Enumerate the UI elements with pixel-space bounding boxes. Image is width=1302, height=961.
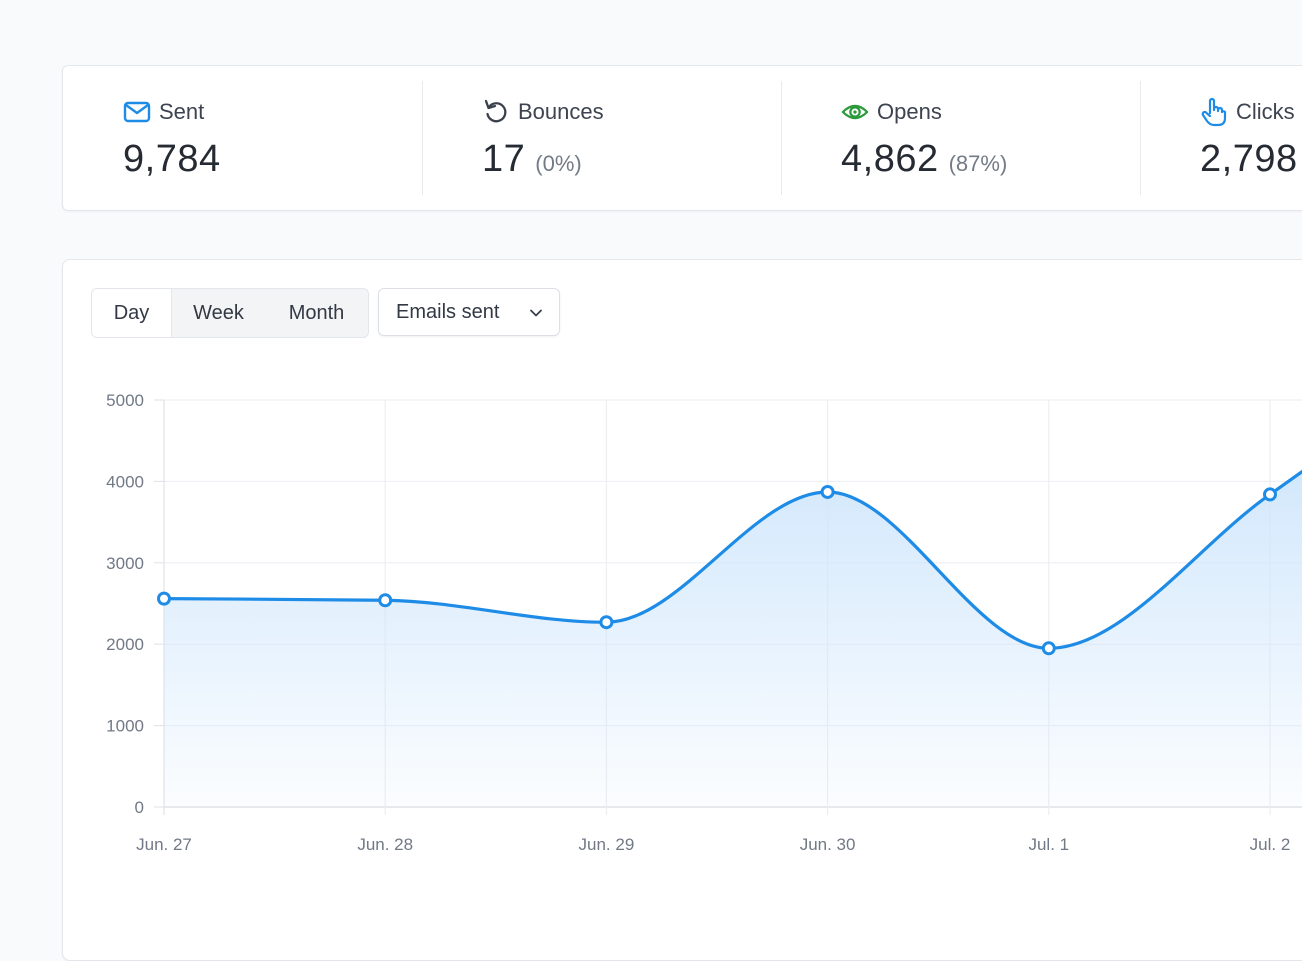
stat-label: Sent	[159, 99, 205, 124]
data-point	[1263, 487, 1277, 502]
stat-value: 2,798	[1200, 138, 1298, 180]
stat-clicks: Clicks 2,798	[1140, 66, 1302, 210]
stat-percentage: (0%)	[535, 151, 582, 176]
pointer-hand-icon	[1200, 97, 1228, 127]
y-tick-label: 0	[135, 798, 144, 817]
stat-opens: Opens 4,862 (87%)	[781, 66, 1140, 210]
stat-label: Bounces	[518, 99, 604, 124]
data-point	[378, 593, 393, 608]
tab-week[interactable]: Week	[193, 301, 244, 324]
stat-percentage: (87%)	[948, 151, 1008, 176]
y-tick-label: 5000	[106, 391, 144, 410]
stat-label: Opens	[877, 99, 942, 124]
x-tick-label: Jul. 1	[1028, 835, 1069, 854]
y-tick-label: 4000	[106, 472, 144, 491]
chevron-down-icon	[530, 309, 542, 317]
stat-value: 9,784	[123, 138, 221, 180]
data-point	[599, 615, 614, 630]
x-tick-label: Jun. 27	[136, 835, 192, 854]
x-tick-label: Jun. 29	[579, 835, 635, 854]
stat-sent: Sent 9,784	[63, 66, 422, 210]
emails-sent-chart: 0 1000 2000 3000 4000 5000 Jun. 27 Jun. 28 Jun. …	[106, 391, 1302, 854]
x-tick-label: Jul. 2	[1250, 835, 1291, 854]
data-point	[157, 591, 171, 606]
eye-icon	[841, 98, 869, 126]
tab-month[interactable]: Month	[288, 301, 345, 324]
area-fill	[164, 471, 1302, 807]
mail-icon	[123, 98, 151, 126]
x-tick-label: Jun. 30	[800, 835, 856, 854]
range-segmented-control: Day Week Month	[91, 288, 369, 338]
x-tick-label: Jun. 28	[357, 835, 413, 854]
data-point	[820, 484, 835, 499]
stat-value: 4,862	[841, 138, 939, 180]
data-point	[1041, 641, 1056, 656]
tab-day[interactable]: Day	[92, 289, 172, 337]
y-tick-label: 1000	[106, 717, 144, 736]
chart-card: Day Week Month Emails sent 0 1000 2000 3000…	[62, 259, 1302, 961]
stat-bounces: Bounces 17 (0%)	[422, 66, 781, 210]
metric-select[interactable]: Emails sent	[378, 288, 560, 336]
stat-label: Clicks	[1236, 99, 1295, 124]
stat-value: 17	[482, 138, 526, 180]
y-tick-label: 2000	[106, 635, 144, 654]
undo-arrow-icon	[482, 98, 510, 126]
y-tick-label: 3000	[106, 554, 144, 573]
stats-card: Sent 9,784 Bounces 17 (0%)	[62, 65, 1302, 211]
metric-select-value: Emails sent	[396, 300, 500, 323]
series-line	[163, 469, 1302, 650]
